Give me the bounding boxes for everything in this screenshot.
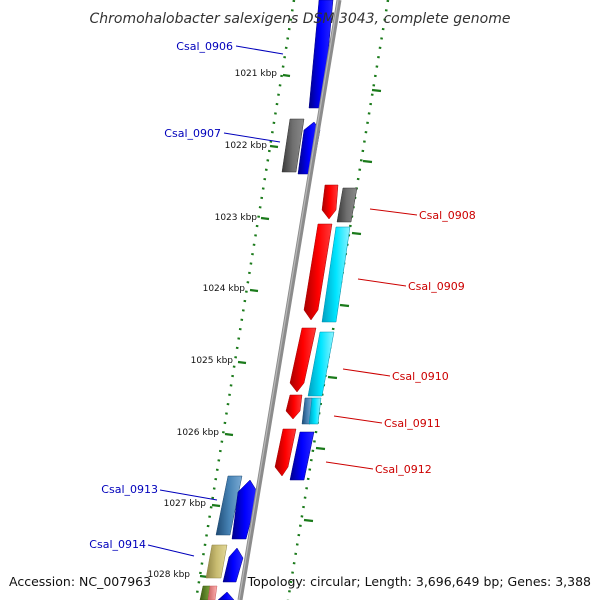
callout-lines — [147, 45, 418, 557]
kbp-label: 1027 kbp — [164, 499, 207, 509]
gene-feature-forward[interactable] — [289, 431, 315, 481]
major-tick — [315, 446, 326, 451]
callout-line — [159, 489, 218, 501]
gene-feature-forward[interactable] — [336, 187, 358, 223]
gene-label[interactable]: Csal_0911 — [384, 417, 441, 430]
gene-label[interactable]: Csal_0908 — [419, 209, 476, 222]
gene-label[interactable]: Csal_0913 — [101, 483, 158, 496]
gene-feature-reverse[interactable] — [321, 184, 339, 220]
gene-feature-reverse[interactable] — [217, 591, 235, 600]
genome-title: Chromohalobacter salexigens DSM 3043, co… — [90, 11, 511, 27]
major-tick — [282, 73, 291, 78]
gene-label[interactable]: Csal_0912 — [375, 463, 432, 476]
major-tick — [249, 288, 259, 293]
genome-backbone — [237, 0, 342, 600]
callout-line — [333, 415, 383, 424]
kbp-label: 1021 kbp — [235, 69, 278, 79]
gene-feature-forward[interactable] — [308, 397, 322, 425]
topology-summary: Topology: circular; Length: 3,696,649 bp… — [247, 574, 591, 589]
kbp-label: 1022 kbp — [225, 141, 268, 151]
callout-line — [235, 45, 284, 55]
gene-feature-forward[interactable] — [307, 331, 335, 397]
gene-label[interactable]: Csal_0910 — [392, 370, 449, 383]
major-tick — [269, 144, 279, 149]
gene-label[interactable]: Csal_0906 — [176, 40, 233, 53]
gene-feature-reverse[interactable] — [215, 475, 243, 536]
reverse-strand-features — [199, 0, 339, 600]
callout-line — [147, 544, 195, 557]
gene-label[interactable]: Csal_0914 — [89, 538, 146, 551]
scale-labels: 1021 kbp 1022 kbp 1023 kbp 1024 kbp 1025… — [148, 69, 278, 580]
callout-line — [223, 132, 281, 143]
gene-feature-reverse[interactable] — [289, 327, 317, 393]
callout-line — [357, 278, 407, 287]
gene-feature-reverse[interactable] — [281, 118, 305, 173]
callout-line — [369, 208, 418, 216]
callout-line — [342, 368, 391, 377]
gene-feature-reverse[interactable] — [285, 394, 303, 420]
forward-strand-features — [289, 187, 358, 481]
major-tick — [260, 216, 270, 221]
gene-feature-reverse[interactable] — [222, 547, 244, 583]
kbp-label: 1024 kbp — [203, 284, 246, 294]
gene-feature-reverse[interactable] — [207, 585, 218, 600]
kbp-label: 1025 kbp — [191, 356, 234, 366]
gene-feature-reverse[interactable] — [199, 585, 211, 600]
gene-feature-reverse[interactable] — [303, 223, 333, 321]
major-tick — [327, 375, 338, 380]
gene-feature-forward[interactable] — [321, 226, 351, 323]
major-tick — [351, 231, 362, 236]
major-tick — [303, 518, 314, 523]
gene-feature-reverse[interactable] — [274, 428, 297, 477]
kbp-label: 1023 kbp — [215, 213, 258, 223]
accession-label: Accession: NC_007963 — [9, 574, 151, 589]
gene-label[interactable]: Csal_0907 — [164, 127, 221, 140]
major-tick — [211, 503, 221, 508]
major-tick — [237, 360, 247, 365]
major-tick — [362, 159, 373, 164]
major-ticks — [199, 73, 382, 579]
major-tick — [224, 432, 234, 437]
gene-feature-reverse[interactable] — [205, 544, 228, 579]
kbp-label: 1028 kbp — [148, 570, 191, 580]
gene-label[interactable]: Csal_0909 — [408, 280, 465, 293]
major-tick — [339, 303, 350, 308]
callout-line — [325, 461, 374, 470]
major-tick — [371, 88, 382, 93]
kbp-label: 1026 kbp — [177, 428, 220, 438]
gene-labels: Csal_0906 Csal_0907 Csal_0908 Csal_0909 … — [89, 40, 475, 551]
